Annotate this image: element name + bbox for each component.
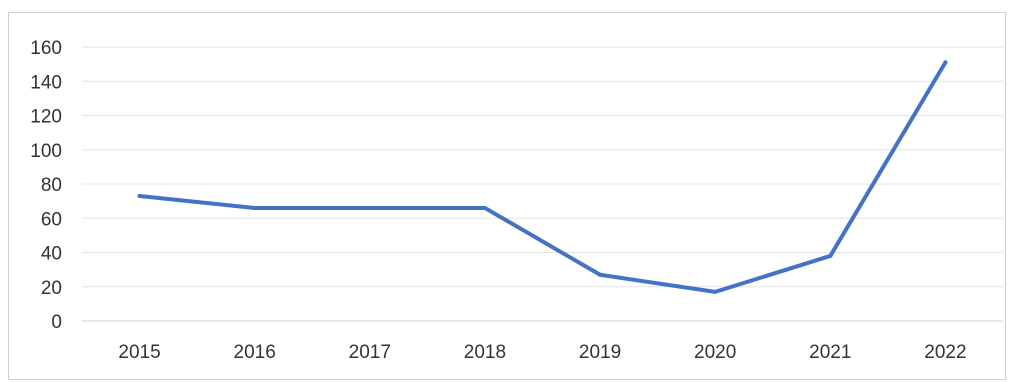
x-tick-label: 2020 (694, 342, 736, 363)
x-tick-label: 2022 (924, 342, 966, 363)
gridlines (82, 46, 1003, 288)
y-tick-label: 20 (41, 278, 62, 299)
x-tick-label: 2015 (118, 342, 160, 363)
y-tick-label: 160 (30, 38, 62, 59)
x-tick-label: 2019 (579, 342, 621, 363)
y-tick-label: 140 (30, 72, 62, 93)
y-axis-tick-labels: 0 20 40 60 80 100 120 140 160 (30, 38, 62, 333)
chart-frame (8, 12, 1006, 380)
y-tick-label: 80 (41, 175, 62, 196)
y-tick-label: 40 (41, 244, 62, 265)
x-tick-label: 2017 (349, 342, 391, 363)
x-tick-label: 2021 (809, 342, 851, 363)
series-line-0 (137, 60, 948, 294)
data-point-2022 (943, 60, 948, 65)
data-point-2020 (713, 289, 718, 294)
data-point-2021 (828, 253, 833, 258)
y-tick-label: 0 (51, 312, 62, 333)
x-axis-tick-labels: 2015 2016 2017 2018 2019 2020 2021 2022 (118, 342, 966, 363)
y-tick-label: 120 (30, 107, 62, 128)
series-group (137, 60, 948, 294)
data-point-2016 (252, 205, 257, 210)
y-tick-label: 60 (41, 209, 62, 230)
data-point-2018 (482, 205, 487, 210)
data-point-2017 (367, 205, 372, 210)
data-point-2015 (137, 193, 142, 198)
x-tick-label: 2018 (464, 342, 506, 363)
data-point-2019 (598, 272, 603, 277)
y-tick-label: 100 (30, 141, 62, 162)
x-tick-label: 2016 (234, 342, 276, 363)
